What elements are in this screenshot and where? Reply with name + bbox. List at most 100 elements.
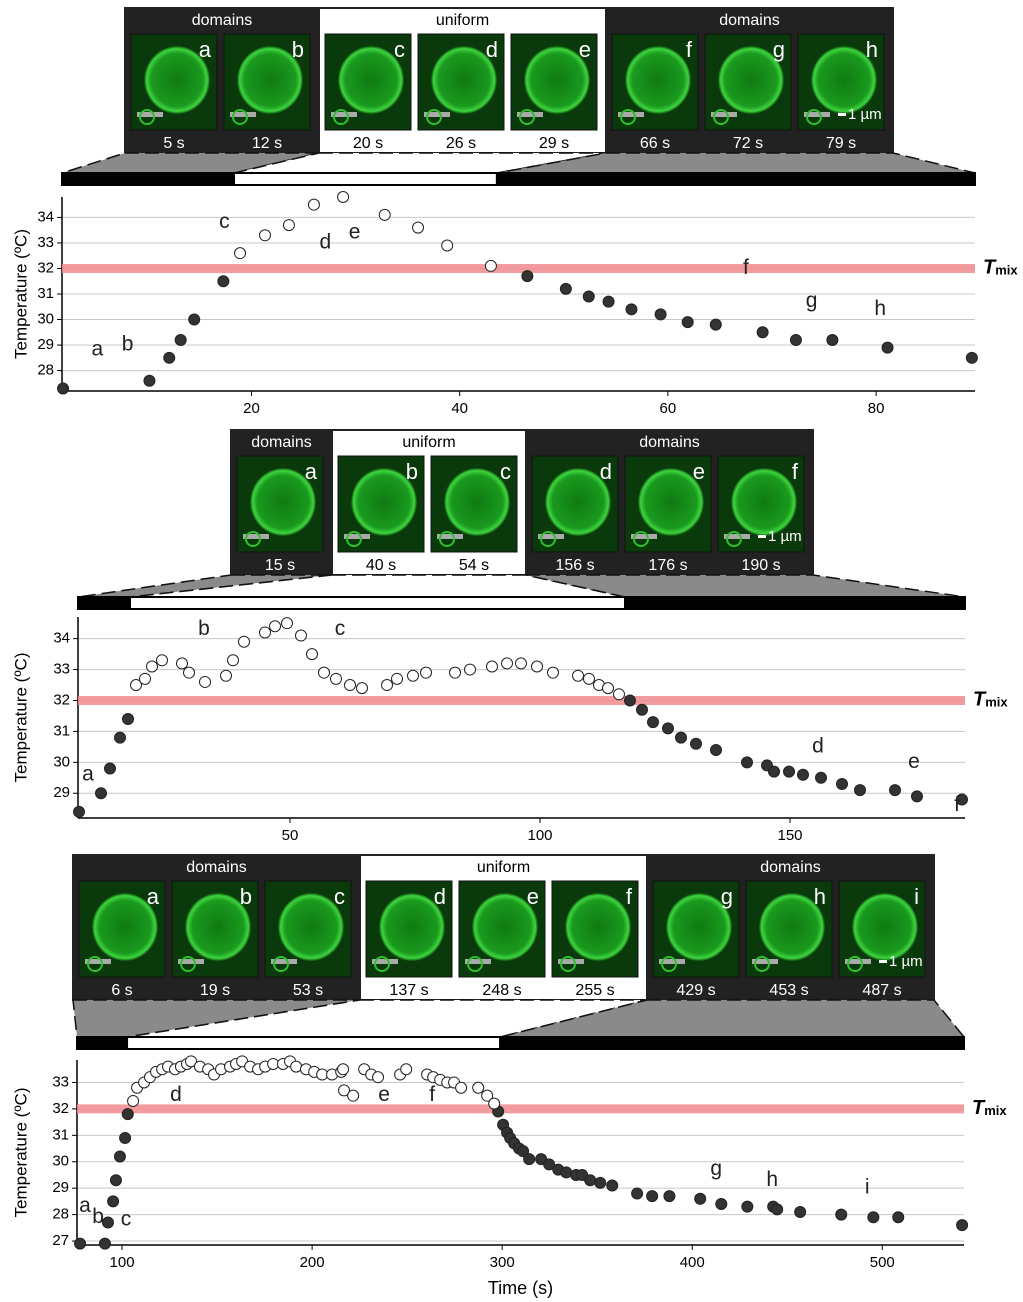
group-label: domains xyxy=(186,859,246,876)
point xyxy=(122,1109,133,1120)
frame-time: 190 s xyxy=(741,557,780,574)
annotation: d xyxy=(170,1083,182,1106)
point xyxy=(307,649,318,660)
reference-subscript: mix xyxy=(995,263,1018,278)
point xyxy=(614,689,625,700)
point xyxy=(868,1212,879,1223)
group-label: domains xyxy=(192,12,252,29)
point xyxy=(966,352,977,363)
group-label: domains xyxy=(251,434,311,451)
point xyxy=(421,667,432,678)
phase-bar xyxy=(78,597,130,609)
point xyxy=(855,785,866,796)
annotation: b xyxy=(122,333,134,356)
frame-time: 54 s xyxy=(459,557,489,574)
frame-letter: h xyxy=(814,884,826,909)
point xyxy=(584,673,595,684)
annotation: d xyxy=(320,230,332,253)
point xyxy=(585,1175,596,1186)
vesicle xyxy=(852,893,918,961)
x-tick-label: 100 xyxy=(527,827,552,844)
point xyxy=(695,1193,706,1204)
y-tick-label: 29 xyxy=(52,1179,69,1196)
point xyxy=(338,192,349,203)
point xyxy=(228,655,239,666)
point xyxy=(742,1201,753,1212)
reference-label: Tmix xyxy=(973,689,1008,711)
point xyxy=(716,1199,727,1210)
phase-bar xyxy=(62,173,234,185)
frame-time: 255 s xyxy=(575,982,614,999)
point xyxy=(522,271,533,282)
annotation: e xyxy=(908,750,920,773)
frame-letter: a xyxy=(147,884,160,909)
annotation: b xyxy=(198,617,210,640)
phase-bar xyxy=(497,173,975,185)
annotation: b xyxy=(92,1205,104,1228)
y-tick-label: 34 xyxy=(37,208,54,225)
annotation: a xyxy=(82,762,94,785)
frame-letter: d xyxy=(486,37,498,62)
point xyxy=(607,1180,618,1191)
point xyxy=(912,791,923,802)
y-tick-label: 28 xyxy=(37,362,54,379)
point xyxy=(74,806,85,817)
point xyxy=(123,714,134,725)
frame-time: 72 s xyxy=(733,135,763,152)
point xyxy=(164,352,175,363)
frame-letter: b xyxy=(406,459,418,484)
point xyxy=(218,276,229,287)
frame-letter: d xyxy=(600,459,612,484)
annotation: g xyxy=(806,289,818,312)
point xyxy=(184,667,195,678)
x-tick-label: 100 xyxy=(110,1254,135,1271)
point xyxy=(157,655,168,666)
point xyxy=(890,785,901,796)
point xyxy=(583,291,594,302)
point xyxy=(676,732,687,743)
scale-label: 1 µm xyxy=(768,528,802,545)
point xyxy=(270,621,281,632)
frame-time: 156 s xyxy=(555,557,594,574)
vesicle xyxy=(731,468,797,536)
y-axis-label: Temperature (ºC) xyxy=(11,1088,30,1218)
y-tick-label: 28 xyxy=(52,1206,69,1223)
point xyxy=(260,627,271,638)
point xyxy=(140,673,151,684)
point xyxy=(710,319,721,330)
x-tick-label: 50 xyxy=(282,827,299,844)
annotation: a xyxy=(79,1194,91,1217)
frame-time: 453 s xyxy=(769,982,808,999)
phase-bar xyxy=(77,1037,127,1049)
frame-letter: i xyxy=(914,884,919,909)
point xyxy=(603,683,614,694)
x-tick-label: 60 xyxy=(660,400,677,417)
y-tick-label: 30 xyxy=(37,310,54,327)
frame-letter: g xyxy=(773,37,785,62)
point xyxy=(58,383,69,394)
vesicle xyxy=(625,46,691,114)
phase-bar xyxy=(625,597,965,609)
annotation: f xyxy=(429,1083,435,1106)
annotation: e xyxy=(378,1083,390,1106)
point xyxy=(392,673,403,684)
point xyxy=(348,1090,359,1101)
annotation: h xyxy=(874,297,886,320)
frame-letter: f xyxy=(626,884,633,909)
point xyxy=(663,723,674,734)
annotation: g xyxy=(710,1157,722,1180)
x-tick-label: 500 xyxy=(870,1254,895,1271)
point xyxy=(345,680,356,691)
y-tick-label: 32 xyxy=(52,1100,69,1117)
frame-letter: f xyxy=(792,459,799,484)
y-tick-label: 33 xyxy=(52,1073,69,1090)
x-tick-label: 40 xyxy=(451,400,468,417)
y-axis-label: Temperature (ºC) xyxy=(11,229,30,359)
annotation: c xyxy=(219,210,230,233)
annotation: d xyxy=(812,734,824,757)
reference-label: Tmix xyxy=(972,1097,1007,1119)
point xyxy=(200,676,211,687)
point xyxy=(296,630,307,641)
point xyxy=(757,327,768,338)
x-tick-label: 300 xyxy=(490,1254,515,1271)
